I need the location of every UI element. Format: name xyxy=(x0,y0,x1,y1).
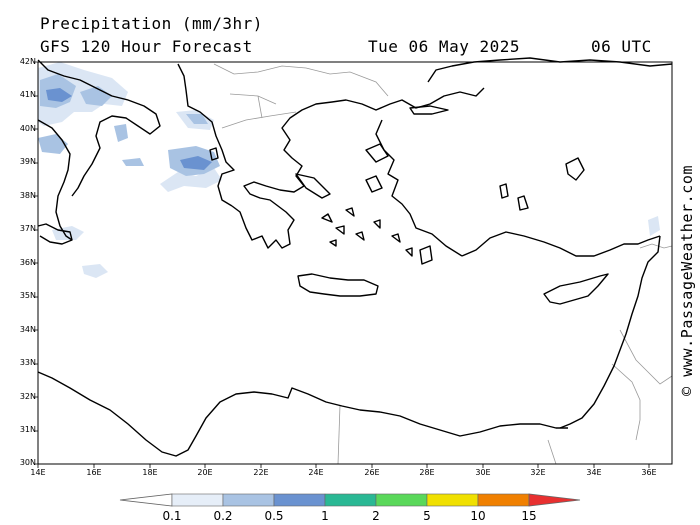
colorbar-label-5: 5 xyxy=(423,509,431,523)
colorbar xyxy=(119,493,581,507)
colorbar-label-0-2: 0.2 xyxy=(213,509,233,523)
precip-patch-calabria xyxy=(114,124,128,142)
forecast-subtitle: GFS 120 Hour Forecast xyxy=(40,37,253,56)
coast-peloponnese xyxy=(231,181,305,249)
precipitation-areas xyxy=(38,62,660,278)
border-balkans xyxy=(213,63,389,129)
colorbar-segment-7 xyxy=(477,493,530,507)
lon-label-14e: 14E xyxy=(30,468,46,477)
colorbar-segment-2 xyxy=(222,493,275,507)
precip-patch-ionian-small xyxy=(122,158,144,166)
forecast-date: Tue 06 May 2025 xyxy=(368,37,520,56)
lat-ticks xyxy=(34,61,38,465)
lon-label-20e: 20E xyxy=(197,468,213,477)
lat-label-32n: 32N xyxy=(19,392,36,401)
coast-black-sea xyxy=(427,57,673,83)
border-turkey-syria xyxy=(639,243,673,249)
precip-patch-malta xyxy=(82,264,108,278)
coast-turkey-west xyxy=(375,119,463,257)
coast-chios xyxy=(365,175,383,193)
colorbar-segment-5 xyxy=(375,493,428,507)
precip-patch-sicily xyxy=(52,226,84,240)
lat-label-38n: 38N xyxy=(19,191,36,200)
map-ticks xyxy=(34,61,650,468)
coast-lake-turkey-2 xyxy=(499,183,529,211)
colorbar-segment-6 xyxy=(426,493,479,507)
lat-label-42n: 42N xyxy=(19,57,36,66)
colorbar-label-0-5: 0.5 xyxy=(264,509,284,523)
coast-rhodes xyxy=(419,245,433,265)
lat-label-41n: 41N xyxy=(19,90,36,99)
coast-euboea xyxy=(295,173,331,199)
border-levant xyxy=(611,329,673,441)
coast-corfu xyxy=(209,147,219,161)
lat-label-30n: 30N xyxy=(19,458,36,467)
lon-label-36e: 36E xyxy=(641,468,657,477)
lon-label-24e: 24E xyxy=(308,468,324,477)
lat-label-34n: 34N xyxy=(19,325,36,334)
colorbar-label-2: 2 xyxy=(372,509,380,523)
border-egypt-sudan xyxy=(547,439,557,465)
coast-balkans-west xyxy=(177,63,235,207)
country-borders xyxy=(213,63,673,465)
lon-label-30e: 30E xyxy=(475,468,491,477)
lat-label-33n: 33N xyxy=(19,358,36,367)
border-egypt-libya xyxy=(337,404,341,465)
lon-label-28e: 28E xyxy=(419,468,435,477)
colorbar-segment-3 xyxy=(273,493,326,507)
coast-marmara xyxy=(409,105,449,115)
colorbar-high-arrow xyxy=(528,493,581,507)
precip-patch-epirus xyxy=(160,168,222,192)
colorbar-label-15: 15 xyxy=(521,509,537,523)
coast-crete xyxy=(297,273,379,297)
lon-ticks xyxy=(37,464,650,468)
coastlines xyxy=(37,57,673,457)
lat-label-31n: 31N xyxy=(19,425,36,434)
lat-label-40n: 40N xyxy=(19,124,36,133)
coast-cyprus xyxy=(543,273,609,305)
lon-label-32e: 32E xyxy=(530,468,546,477)
precip-patch-italy-north-heavy xyxy=(46,88,72,102)
coast-levant xyxy=(559,235,661,429)
coast-italy-toe xyxy=(37,119,73,241)
lat-label-35n: 35N xyxy=(19,291,36,300)
colorbar-label-10: 10 xyxy=(470,509,486,523)
coast-sicily xyxy=(37,223,73,245)
lon-label-26e: 26E xyxy=(364,468,380,477)
chart-title: Precipitation (mm/3hr) xyxy=(40,14,263,33)
coast-cyclades xyxy=(321,207,413,257)
coast-turkey-south xyxy=(461,231,661,257)
lat-label-37n: 37N xyxy=(19,224,36,233)
precip-patch-syria xyxy=(648,216,660,236)
lon-label-34e: 34E xyxy=(586,468,602,477)
lon-label-16e: 16E xyxy=(86,468,102,477)
colorbar-low-arrow xyxy=(119,493,173,507)
colorbar-label-0-1: 0.1 xyxy=(162,509,182,523)
colorbar-label-1: 1 xyxy=(321,509,329,523)
coast-lake-turkey xyxy=(565,157,585,181)
precip-patch-epirus-heavy xyxy=(180,156,212,170)
coast-north-africa xyxy=(37,371,568,457)
colorbar-segment-4 xyxy=(324,493,377,507)
lat-label-39n: 39N xyxy=(19,157,36,166)
forecast-time: 06 UTC xyxy=(591,37,652,56)
precip-patch-adriatic-medium xyxy=(80,86,112,106)
precip-patch-albania-medium xyxy=(186,114,208,124)
coast-lesbos xyxy=(365,143,389,163)
lon-label-22e: 22E xyxy=(253,468,269,477)
colorbar-segment-1 xyxy=(171,493,224,507)
coast-aegean-north xyxy=(281,87,485,187)
lat-label-36n: 36N xyxy=(19,258,36,267)
coast-italy-east xyxy=(37,59,161,197)
lon-label-18e: 18E xyxy=(142,468,158,477)
